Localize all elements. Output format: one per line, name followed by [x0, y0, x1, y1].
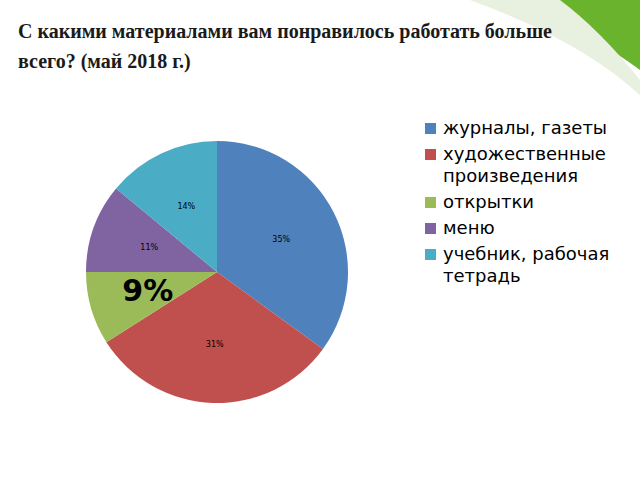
legend-label: учебник, рабочаятетрадь	[443, 243, 609, 286]
legend-swatch	[425, 197, 436, 208]
pie-slice	[86, 272, 217, 342]
legend-label: открытки	[443, 191, 534, 212]
pie	[86, 141, 348, 403]
legend-swatch	[425, 223, 436, 234]
text-line: С какими материалами вам понравилось раб…	[18, 20, 552, 43]
data-label: 11%	[140, 243, 158, 252]
legend-swatch	[425, 249, 436, 260]
title: С какими материалами вам понравилось раб…	[18, 20, 552, 73]
corner-decoration	[470, 0, 640, 95]
legend-label: художественныепроизведения	[443, 143, 606, 186]
legend-label: журналы, газеты	[443, 117, 607, 138]
text-line: тетрадь	[443, 265, 521, 286]
data-label: 9%	[122, 273, 173, 308]
text-line: учебник, рабочая	[443, 243, 609, 264]
legend-label: меню	[443, 217, 495, 238]
data-labels: 35% 31% 9% 11% 14%	[122, 202, 290, 348]
text-line: всего? (май 2018 г.)	[18, 50, 191, 73]
data-label: 31%	[206, 340, 224, 349]
pie-slice	[106, 272, 323, 403]
legend: журналы, газеты художественныепроизведени…	[425, 117, 609, 286]
background	[0, 0, 640, 480]
data-label: 35%	[272, 235, 290, 244]
chart: С какими материалами вам понравилось раб…	[0, 0, 640, 480]
corner-light	[470, 0, 640, 95]
text-line: открытки	[443, 191, 534, 212]
text-line: произведения	[443, 165, 578, 186]
legend-swatch	[425, 149, 436, 160]
text-line: художественные	[443, 143, 606, 164]
text-line: журналы, газеты	[443, 117, 607, 138]
data-label: 14%	[177, 202, 195, 211]
legend-swatch	[425, 123, 436, 134]
pie-slice	[116, 141, 217, 272]
text-line: меню	[443, 217, 495, 238]
